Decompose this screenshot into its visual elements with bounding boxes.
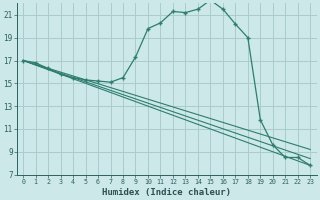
X-axis label: Humidex (Indice chaleur): Humidex (Indice chaleur) [102,188,231,197]
